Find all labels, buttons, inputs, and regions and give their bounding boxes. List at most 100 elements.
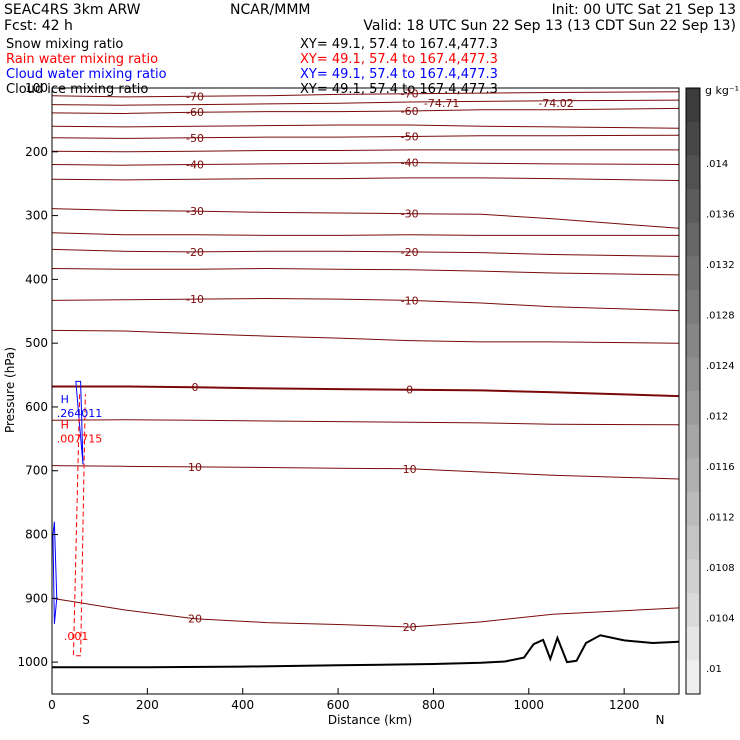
contour-label: -50 [186,132,204,145]
temperature-contour [51,248,680,257]
temperature-contour [51,99,680,106]
y-tick-label: 400 [25,272,48,286]
colorbar-tick-label: .0112 [706,513,735,524]
x-tick-label: 0 [48,698,56,712]
x-axis-ticks: 0 200 400 600 800 1000 1200 [48,688,639,712]
colorbar-tick-label: .0108 [706,563,735,574]
colorbar-segment [686,222,700,257]
direction-south: S [82,713,90,727]
colorbar-tick-label: .012 [706,412,728,423]
cloud-water-contour [52,521,58,624]
colorbar-tick-label: .0124 [706,361,735,372]
x-tick-label: 800 [422,698,445,712]
contour-label: -40 [401,157,419,170]
colorbar-segment [686,290,700,325]
header-init: Init: 00 UTC Sat 21 Sep 13 [552,2,736,18]
colorbar-segment [686,323,700,358]
colorbar-segment [686,593,700,628]
y-axis-label: Pressure (hPa) [3,347,17,433]
colorbar-unit: g kg⁻¹ [705,84,739,97]
header-valid: Valid: 18 UTC Sun 22 Sep 13 (13 CDT Sun … [363,18,736,34]
plot-frame [51,87,680,695]
temperature-contour [51,267,680,276]
contour-label: -60 [401,105,419,118]
colorbar-segment [686,492,700,527]
colorbar-segment [686,155,700,190]
header-center: NCAR/MMM [230,2,311,18]
temperature-contour [51,124,680,129]
colorbar-segment [686,88,700,123]
colorbar-frame [685,87,701,695]
min-value: -74.02 [538,97,573,110]
contour-label: -70 [401,88,419,101]
y-axis-ticks: 100 200 300 400 500 600 700 800 900 1000 [17,81,58,669]
colorbar-tick-label: .0104 [706,614,735,625]
contour-label: 10 [188,461,202,474]
y-tick-label: 900 [25,591,48,605]
contour-label: -20 [186,246,204,259]
x-axis-label: Distance (km) [328,713,412,727]
y-tick-label: 800 [25,528,48,542]
temperature-contour [51,107,680,115]
field-name: Cloud ice mixing ratio [6,82,148,97]
header-model: SEAC4RS 3km ARW [4,2,141,18]
min-value: -74.71 [424,97,459,110]
colorbar-segment [686,660,700,695]
temperature-contour [51,465,680,480]
contour-label: -40 [186,159,204,172]
contour-label: -60 [186,106,204,119]
field-name: Cloud water mixing ratio [6,67,167,82]
contour-label: -10 [401,294,419,307]
colorbar-segment [686,424,700,459]
temperature-contour [51,419,680,426]
rain-water-contour [72,394,86,657]
colorbar-tick-label: .014 [706,159,728,170]
direction-north: N [656,713,665,727]
temperature-contour [51,134,680,139]
field-name: Rain water mixing ratio [6,52,158,67]
colorbar-segment [686,189,700,224]
field-xy: XY= 49.1, 57.4 to 167.4,477.3 [300,37,498,52]
contour-label: 10 [403,463,417,476]
field-xy: XY= 49.1, 57.4 to 167.4,477.3 [300,67,498,82]
y-tick-label: 600 [25,400,48,414]
y-tick-label: 100 [25,81,48,95]
max-marker: H [61,418,69,431]
y-tick-label: 700 [25,464,48,478]
colorbar-segment [686,559,700,594]
contour-label: 20 [403,621,417,634]
colorbar-segment [686,525,700,560]
colorbar: .014 .0136 .0132 .0128 .0124 .012 .0116 .0112 .0… [685,87,735,695]
plot-area: -70 -70 -60 -60 -50 -50 -40 -40 -30 -30 -20 -20 -10 -… [51,88,680,669]
y-tick-label: 1000 [17,655,48,669]
colorbar-segment [686,357,700,392]
contour-label: 20 [188,613,202,626]
colorbar-tick-label: .0128 [706,311,735,322]
colorbar-segment [686,391,700,426]
rain-water-label: .001 [64,630,89,643]
field-legend: Snow mixing ratio XY= 49.1, 57.4 to 167.4… [6,37,498,97]
temperature-contour [51,162,680,166]
y-tick-label: 200 [25,145,48,159]
temperature-contour [51,177,680,181]
temperature-contour [51,597,680,628]
max-value: .264011 [57,407,103,420]
temperature-contour [51,297,680,312]
x-tick-label: 600 [327,698,350,712]
temperature-contour [52,385,680,398]
x-tick-label: 1000 [514,698,545,712]
contour-label: -20 [401,246,419,259]
colorbar-segment [686,626,700,661]
temperature-contour [51,329,680,344]
contour-label: 0 [406,384,413,397]
temperature-contour [51,149,679,153]
max-value: .007715 [57,432,103,445]
colorbar-tick-label: .01 [706,664,722,675]
temperature-contour [51,232,679,236]
x-tick-label: 400 [231,698,254,712]
temperature-contour [51,208,680,229]
header-forecast: Fcst: 42 h [4,18,73,34]
contour-label: -70 [186,90,204,103]
colorbar-segment [686,458,700,493]
